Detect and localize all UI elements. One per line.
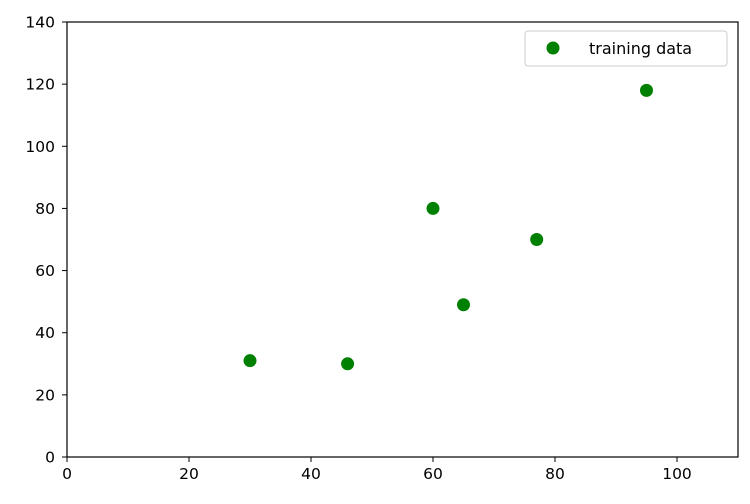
y-tick-label: 40 [35, 324, 55, 342]
plot-frame [66, 21, 739, 458]
legend: training data [524, 30, 728, 67]
x-tick-label: 100 [662, 465, 692, 483]
legend-marker [546, 41, 560, 55]
x-tick-label: 0 [62, 465, 72, 483]
data-points [243, 83, 653, 371]
x-tick-label: 80 [545, 465, 565, 483]
x-tick-label: 60 [423, 465, 443, 483]
data-point [341, 357, 355, 371]
y-tick-label: 20 [35, 386, 55, 404]
y-tick-label: 140 [25, 14, 55, 32]
y-tick-label: 80 [35, 200, 55, 218]
data-point [457, 298, 470, 312]
axis-ticks: 0 20 40 60 80 100 0 20 40 60 80 100 120 140 [25, 14, 691, 484]
x-tick-label: 20 [179, 465, 199, 483]
x-tick-label: 40 [301, 465, 321, 483]
data-point [640, 83, 653, 97]
y-tick-label: 0 [45, 449, 55, 467]
data-point [530, 233, 544, 246]
y-tick-label: 120 [25, 76, 55, 94]
legend-box [524, 30, 728, 67]
y-tick-label: 60 [35, 262, 55, 280]
plot-background [67, 22, 738, 457]
y-tick-label: 100 [25, 138, 55, 156]
data-point [426, 201, 440, 215]
legend-label: training data [589, 39, 692, 58]
data-point [243, 354, 257, 368]
